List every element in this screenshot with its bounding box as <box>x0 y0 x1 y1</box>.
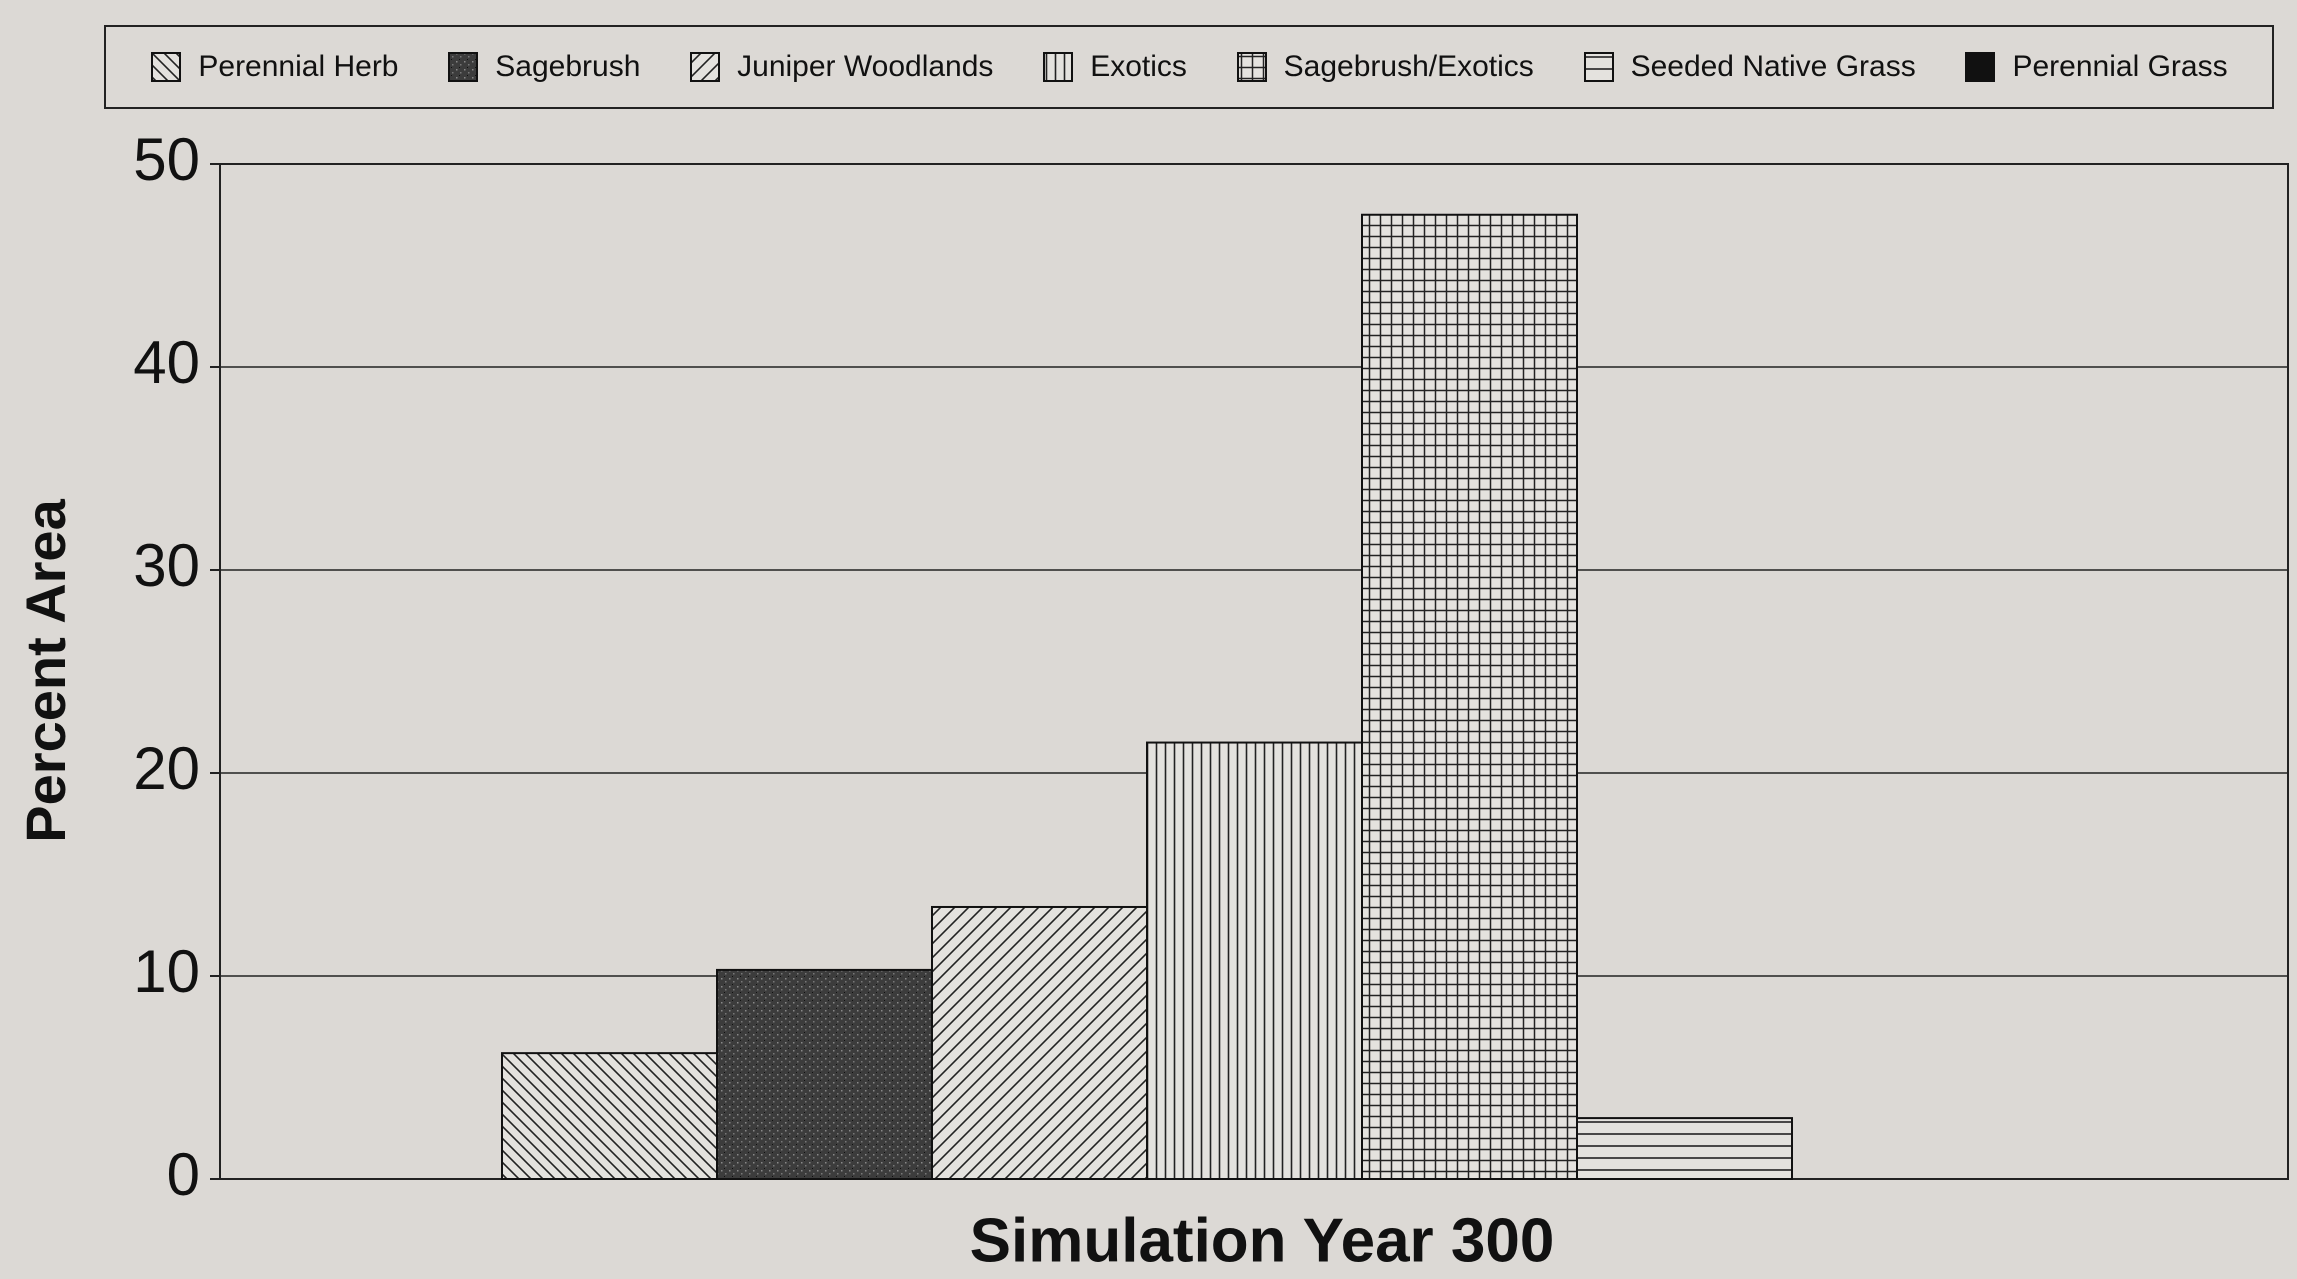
legend-swatch <box>1043 52 1074 82</box>
legend-label: Seeded Native Grass <box>1630 50 1916 83</box>
legend-label: Perennial Herb <box>198 50 399 83</box>
y-tick-label: 50 <box>133 126 200 193</box>
bar <box>931 905 1148 1180</box>
legend-swatch-box <box>690 52 721 82</box>
legend-swatch <box>448 52 479 82</box>
y-tick-label: 10 <box>133 938 200 1005</box>
y-axis-label: Percent Area <box>14 498 77 842</box>
legend-swatch <box>1236 52 1267 82</box>
legend-swatch <box>1965 52 1996 82</box>
bar <box>1146 741 1363 1180</box>
legend-swatch-box <box>1965 52 1996 82</box>
legend-label: Exotics <box>1090 50 1187 83</box>
y-tick-label: 20 <box>133 735 200 802</box>
bar <box>501 1052 718 1181</box>
legend-item: Perennial Herb <box>150 50 399 84</box>
bar <box>1361 213 1578 1180</box>
y-tick-label: 0 <box>167 1141 200 1208</box>
legend-label: Perennial Grass <box>2012 50 2228 83</box>
legend-swatch-box <box>1236 52 1267 82</box>
legend-swatch-box <box>151 52 182 82</box>
legend-item: Sagebrush <box>447 50 640 84</box>
legend-swatch-box <box>448 52 479 82</box>
legend: Perennial Herb Sagebrush Juniper Woodlands… <box>104 25 2274 109</box>
legend-swatch-box <box>1043 52 1074 82</box>
legend-item: Perennial Grass <box>1964 50 2228 84</box>
legend-label: Sagebrush <box>495 50 641 83</box>
legend-swatch <box>690 52 721 82</box>
legend-swatch <box>151 52 182 82</box>
legend-label: Sagebrush/Exotics <box>1283 50 1534 83</box>
legend-swatch <box>1583 52 1614 82</box>
legend-item: Juniper Woodlands <box>689 50 993 84</box>
legend-swatch-box <box>1583 52 1614 82</box>
legend-item: Seeded Native Grass <box>1583 50 1916 84</box>
legend-label: Juniper Woodlands <box>737 50 994 83</box>
bar <box>1576 1117 1793 1180</box>
x-axis-label: Simulation Year 300 <box>970 1206 1555 1275</box>
y-tick-label: 40 <box>133 329 200 396</box>
legend-item: Exotics <box>1042 50 1187 84</box>
legend-item: Sagebrush/Exotics <box>1236 50 1534 84</box>
y-tick-label: 30 <box>133 532 200 599</box>
bar <box>716 968 933 1180</box>
